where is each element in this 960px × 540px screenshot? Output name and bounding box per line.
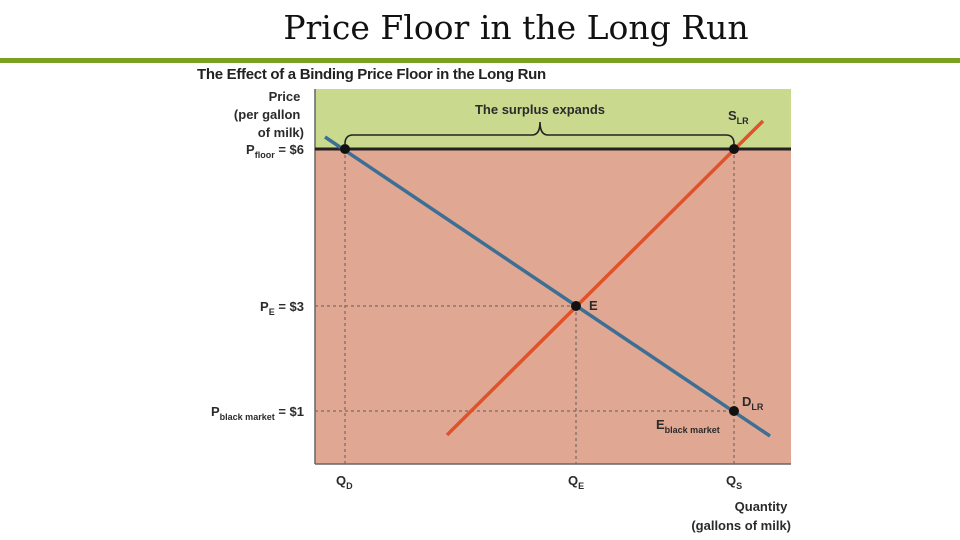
title-divider bbox=[0, 58, 960, 63]
floor-demand-point bbox=[340, 144, 350, 154]
black-market-point-label: Eblack market bbox=[656, 417, 720, 435]
demand-curve bbox=[324, 135, 771, 438]
figure-title: The Effect of a Binding Price Floor in t… bbox=[197, 66, 546, 83]
surplus-brace bbox=[344, 121, 735, 145]
plot-region bbox=[315, 149, 791, 464]
price-black-market-label: Pblack market = $1 bbox=[211, 404, 304, 422]
equilibrium-point bbox=[571, 301, 581, 311]
quantity-supplied-label: QS bbox=[726, 473, 742, 491]
quantity-equilibrium-label: QE bbox=[568, 473, 584, 491]
surplus-region bbox=[315, 89, 791, 149]
slide-title: Price Floor in the Long Run bbox=[283, 8, 749, 47]
floor-supply-point bbox=[729, 144, 739, 154]
y-axis-label: Price (per gallon of milk) bbox=[234, 89, 304, 140]
x-axis-label: Quantity (gallons of milk) bbox=[691, 499, 791, 533]
supply-curve bbox=[445, 119, 765, 437]
price-floor-label: Pfloor = $6 bbox=[246, 142, 304, 160]
quantity-demanded-label: QD bbox=[336, 473, 353, 491]
equilibrium-point-label: E bbox=[589, 298, 598, 313]
price-equilibrium-label: PE = $3 bbox=[260, 299, 304, 317]
surplus-label: The surplus expands bbox=[475, 102, 605, 117]
black-market-point bbox=[729, 406, 739, 416]
supply-curve-label: SLR bbox=[728, 108, 749, 126]
demand-curve-label: DLR bbox=[742, 394, 764, 412]
